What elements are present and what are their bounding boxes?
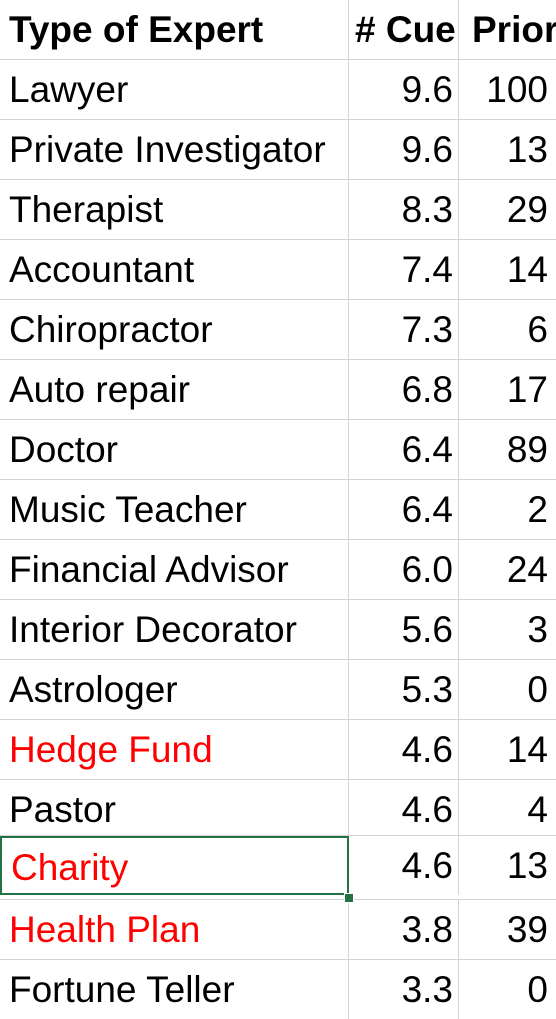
cell-prior[interactable]: 14	[506, 729, 548, 770]
fill-handle[interactable]	[344, 893, 354, 903]
cell-prior[interactable]: 3	[527, 609, 548, 650]
cell-cues[interactable]: 3.8	[349, 900, 459, 959]
cell-type[interactable]: Chiropractor	[0, 300, 349, 359]
cell-type[interactable]: Hedge Fund	[0, 720, 349, 779]
table-row: Music Teacher 6.4 2	[0, 479, 556, 539]
cell-cues[interactable]: 7.4	[349, 240, 459, 299]
cell-cues[interactable]: 7.3	[349, 300, 459, 359]
header-row: Type of Expert # Cue Prior	[0, 0, 556, 59]
cell-cues[interactable]: 6.0	[349, 540, 459, 599]
header-cues[interactable]: # Cue	[349, 0, 459, 59]
table-row: Astrologer 5.3 0	[0, 659, 556, 719]
cell-prior[interactable]: 89	[506, 429, 548, 470]
cell-type[interactable]: Interior Decorator	[0, 600, 349, 659]
cell-prior[interactable]: 14	[506, 249, 548, 290]
cell-cues[interactable]: 5.6	[349, 600, 459, 659]
selected-cell-type[interactable]: Charity	[0, 836, 349, 895]
cell-prior[interactable]: 2	[527, 489, 548, 530]
table-row: Interior Decorator 5.6 3	[0, 599, 556, 659]
table-row: Therapist 8.3 29	[0, 179, 556, 239]
table-row: Doctor 6.4 89	[0, 419, 556, 479]
cell-type[interactable]: Financial Advisor	[0, 540, 349, 599]
header-prior[interactable]: Prior	[472, 9, 556, 50]
cell-prior[interactable]: 0	[527, 969, 548, 1010]
cell-cues[interactable]: 9.6	[349, 120, 459, 179]
cell-cues[interactable]: 9.6	[349, 60, 459, 119]
cell-prior[interactable]: 0	[527, 669, 548, 710]
table-row: Lawyer 9.6 100	[0, 59, 556, 119]
table-row: Pastor 4.6 4	[0, 779, 556, 839]
cell-type[interactable]: Doctor	[0, 420, 349, 479]
cell-type[interactable]: Fortune Teller	[0, 960, 349, 1019]
table-row: Hedge Fund 4.6 14	[0, 719, 556, 779]
table-row: Private Investigator 9.6 13	[0, 119, 556, 179]
cell-type[interactable]: Therapist	[0, 180, 349, 239]
cell-cues[interactable]: 3.3	[349, 960, 459, 1019]
cell-cues[interactable]: 4.6	[349, 720, 459, 779]
header-type-of-expert[interactable]: Type of Expert	[0, 0, 349, 59]
cell-cues[interactable]: 6.4	[349, 480, 459, 539]
cell-cues[interactable]: 8.3	[349, 180, 459, 239]
cell-type[interactable]: Health Plan	[0, 900, 349, 959]
cell-type[interactable]: Pastor	[0, 780, 349, 839]
table-row: Charity 4.6 13	[0, 835, 556, 895]
cell-prior[interactable]: 13	[506, 129, 548, 170]
cell-type[interactable]: Music Teacher	[0, 480, 349, 539]
cell-cues[interactable]: 6.8	[349, 360, 459, 419]
cell-type[interactable]: Private Investigator	[0, 120, 349, 179]
cell-type[interactable]: Lawyer	[0, 60, 349, 119]
table-row: Accountant 7.4 14	[0, 239, 556, 299]
cell-type[interactable]: Auto repair	[0, 360, 349, 419]
table-row: Financial Advisor 6.0 24	[0, 539, 556, 599]
cell-prior[interactable]: 29	[506, 189, 548, 230]
cell-prior[interactable]: 6	[527, 309, 548, 350]
cell-prior[interactable]: 24	[506, 549, 548, 590]
table-row: Auto repair 6.8 17	[0, 359, 556, 419]
cell-prior[interactable]: 100	[486, 69, 548, 110]
table-row: Chiropractor 7.3 6	[0, 299, 556, 359]
cell-prior[interactable]: 39	[506, 909, 548, 950]
cell-cues[interactable]: 5.3	[349, 660, 459, 719]
table-row: Health Plan 3.8 39	[0, 899, 556, 959]
cell-type[interactable]: Accountant	[0, 240, 349, 299]
cell-cues[interactable]: 4.6	[349, 780, 459, 839]
cell-cues[interactable]: 4.6	[349, 836, 459, 895]
cell-prior[interactable]: 4	[527, 789, 548, 830]
cell-prior[interactable]: 17	[506, 369, 548, 410]
cell-cues[interactable]: 6.4	[349, 420, 459, 479]
table-row: Fortune Teller 3.3 0	[0, 959, 556, 1019]
cell-type[interactable]: Astrologer	[0, 660, 349, 719]
cell-prior[interactable]: 13	[506, 845, 548, 886]
